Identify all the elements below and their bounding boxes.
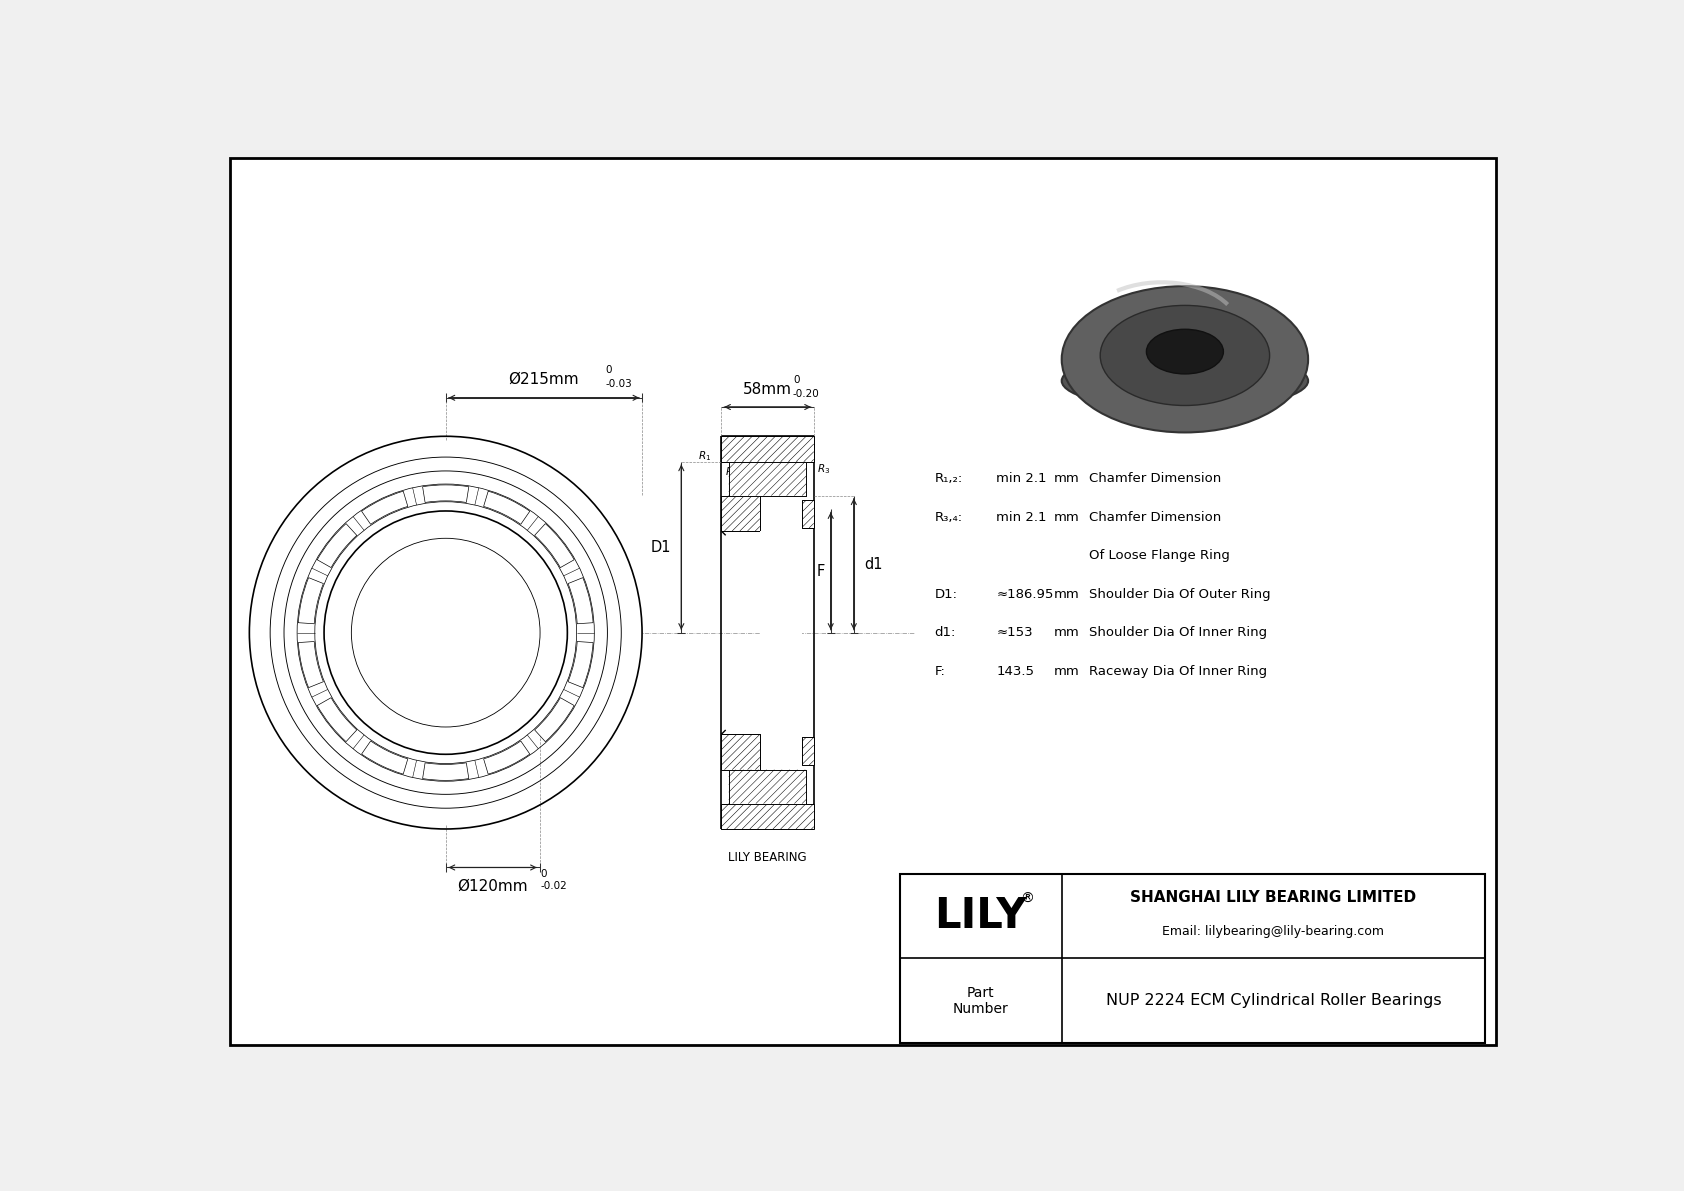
Text: SHANGHAI LILY BEARING LIMITED: SHANGHAI LILY BEARING LIMITED: [1130, 890, 1416, 905]
Wedge shape: [483, 491, 530, 524]
Text: Shoulder Dia Of Outer Ring: Shoulder Dia Of Outer Ring: [1088, 587, 1270, 600]
Text: -0.03: -0.03: [606, 379, 632, 388]
Text: -0.02: -0.02: [541, 881, 568, 891]
Text: $R_3$: $R_3$: [817, 462, 830, 476]
Text: d1: d1: [864, 556, 882, 572]
Bar: [729, 769, 807, 804]
Wedge shape: [423, 485, 468, 503]
Bar: [899, 874, 1485, 1043]
Bar: [759, 531, 802, 735]
Text: d1:: d1:: [935, 626, 957, 640]
Wedge shape: [534, 698, 574, 742]
Text: $R_1$: $R_1$: [699, 449, 711, 463]
Text: D1:: D1:: [935, 587, 958, 600]
Text: mm: mm: [1054, 665, 1079, 678]
Wedge shape: [568, 578, 593, 624]
Text: min 2.1: min 2.1: [997, 472, 1047, 485]
Text: $R_1$: $R_1$: [793, 435, 807, 449]
Bar: [729, 769, 807, 804]
Text: 0: 0: [606, 364, 611, 375]
Text: 0: 0: [541, 869, 547, 879]
Text: Of Loose Flange Ring: Of Loose Flange Ring: [1088, 549, 1229, 562]
Wedge shape: [423, 762, 468, 780]
Text: -0.20: -0.20: [793, 388, 820, 399]
Bar: [721, 495, 759, 531]
Text: mm: mm: [1054, 587, 1079, 600]
Text: LILY BEARING: LILY BEARING: [727, 850, 807, 863]
Text: F: F: [817, 563, 825, 579]
Text: ®: ®: [1021, 892, 1034, 906]
Text: F:: F:: [935, 665, 945, 678]
Text: 0: 0: [793, 375, 800, 385]
Bar: [721, 436, 813, 462]
Ellipse shape: [1061, 353, 1308, 410]
Wedge shape: [362, 741, 408, 774]
Wedge shape: [298, 578, 323, 624]
Bar: [729, 462, 807, 495]
Text: NUP 2224 ECM Cylindrical Roller Bearings: NUP 2224 ECM Cylindrical Roller Bearings: [1106, 993, 1442, 1009]
Text: R₁,₂:: R₁,₂:: [935, 472, 963, 485]
Bar: [802, 500, 813, 528]
Text: Raceway Dia Of Inner Ring: Raceway Dia Of Inner Ring: [1088, 665, 1266, 678]
Text: Part
Number: Part Number: [953, 986, 1009, 1016]
Text: Chamfer Dimension: Chamfer Dimension: [1088, 472, 1221, 485]
Wedge shape: [317, 698, 357, 742]
Text: Ø120mm: Ø120mm: [458, 878, 529, 893]
Text: min 2.1: min 2.1: [997, 511, 1047, 524]
Text: Chamfer Dimension: Chamfer Dimension: [1088, 511, 1221, 524]
Text: $R_2$: $R_2$: [726, 464, 738, 479]
Circle shape: [249, 436, 642, 829]
Ellipse shape: [1147, 329, 1223, 374]
Wedge shape: [317, 524, 357, 568]
Bar: [721, 804, 813, 829]
Text: ≈153: ≈153: [997, 626, 1032, 640]
Bar: [729, 462, 807, 495]
Text: LILY: LILY: [935, 894, 1027, 937]
Ellipse shape: [1100, 305, 1270, 405]
Text: mm: mm: [1054, 626, 1079, 640]
Text: 58mm: 58mm: [743, 382, 791, 397]
Text: $R_4$: $R_4$: [791, 472, 805, 486]
Wedge shape: [298, 642, 323, 687]
Text: 143.5: 143.5: [997, 665, 1034, 678]
Circle shape: [352, 538, 539, 727]
Text: R₃,₄:: R₃,₄:: [935, 511, 963, 524]
Wedge shape: [483, 741, 530, 774]
Text: mm: mm: [1054, 472, 1079, 485]
Text: ≈186.95: ≈186.95: [997, 587, 1054, 600]
Wedge shape: [534, 524, 574, 568]
Wedge shape: [568, 642, 593, 687]
Text: Email: lilybearing@lily-bearing.com: Email: lilybearing@lily-bearing.com: [1162, 925, 1384, 937]
Bar: [802, 737, 813, 765]
Text: mm: mm: [1054, 511, 1079, 524]
Ellipse shape: [1061, 286, 1308, 432]
Wedge shape: [362, 491, 408, 524]
Text: $R_2$: $R_2$: [761, 443, 775, 456]
Bar: [721, 735, 759, 769]
Text: D1: D1: [650, 540, 672, 555]
Text: Ø215mm: Ø215mm: [509, 372, 579, 387]
Text: Shoulder Dia Of Inner Ring: Shoulder Dia Of Inner Ring: [1088, 626, 1266, 640]
